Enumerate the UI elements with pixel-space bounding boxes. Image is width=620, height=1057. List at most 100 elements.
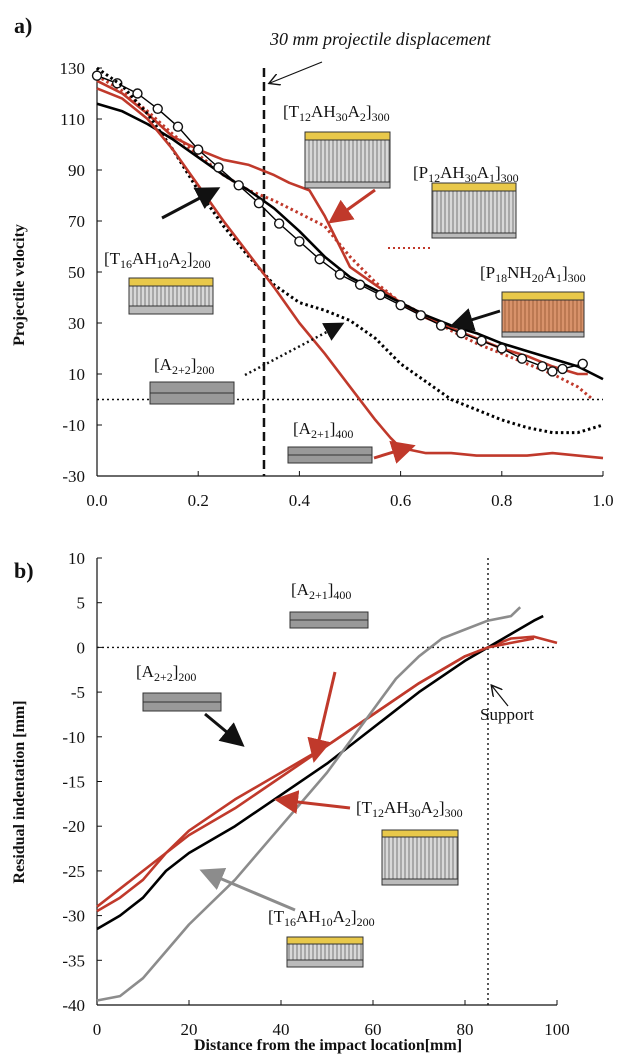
- series-point-a-3: [516, 353, 528, 364]
- label-a22-a: [A2+2]200: [154, 355, 214, 377]
- plot-area-a: 130 110 90 70 50 30 10 -10 -300.0 0.2 0.4 0.6 0.8 1.0: [60, 59, 614, 510]
- series-point-a-3: [152, 103, 163, 115]
- x-tick-label-a: 0.8: [491, 491, 512, 510]
- y-axis-title-a: Projectile velocity: [11, 224, 28, 346]
- y-tick-label-b: -10: [62, 728, 85, 747]
- schematic-p12-a: [431, 182, 517, 239]
- series-point-a-3: [375, 289, 386, 301]
- series-line-a-0: [96, 79, 588, 376]
- label-t12-a: [T12AH30A2]300: [283, 102, 390, 124]
- series-line-a-1: [96, 74, 594, 401]
- series-point-a-3: [213, 162, 224, 173]
- series-point-a-3: [132, 88, 143, 99]
- label-p18-a: [P18NH20A1]300: [480, 263, 586, 285]
- arrow-t16-b: [199, 867, 296, 912]
- series-point-a-3: [547, 366, 558, 377]
- series-line-b-3: [96, 606, 522, 1002]
- series-point-a-3: [253, 197, 265, 209]
- arrow-a22-a: [244, 322, 345, 377]
- x-tick-label-b: 100: [544, 1020, 570, 1039]
- label-p12-a: [P12AH30A1]300: [413, 163, 519, 185]
- schematic-t12-a: [304, 131, 391, 189]
- schematic-a22-a: [149, 381, 235, 405]
- arrow-t16-a: [161, 187, 221, 220]
- vline-annotation-a: 30 mm projectile displacement: [269, 29, 492, 49]
- y-tick-label-b: -5: [71, 683, 85, 702]
- x-tick-label-a: 0.2: [188, 491, 209, 510]
- y-tick-label-a: -10: [62, 416, 85, 435]
- x-tick-label-a: 1.0: [592, 491, 613, 510]
- series-point-a-3: [395, 299, 406, 311]
- vline-annotation-arrow-a: [270, 61, 323, 83]
- series-point-a-3: [537, 361, 548, 372]
- x-tick-label-a: 0.0: [86, 491, 107, 510]
- series-point-a-3: [496, 343, 507, 354]
- panel-a: 130 110 90 70 50 30 10 -10 -300.0 0.2 0.4 0.6 0.8 1.0…: [11, 13, 614, 510]
- x-tick-label-b: 0: [93, 1020, 102, 1039]
- series-point-a-3: [334, 269, 346, 280]
- x-tick-label-a: 0.4: [289, 491, 311, 510]
- series-point-a-3: [435, 320, 447, 331]
- arrow-a21-b: [307, 671, 337, 763]
- arrow-t12-a: [328, 188, 376, 224]
- series-line-a-5: [96, 87, 604, 460]
- series-point-a-3: [354, 279, 366, 290]
- panel-b-label: b): [14, 558, 34, 583]
- schematic-t16-b: [286, 936, 364, 968]
- y-tick-label-b: 5: [77, 594, 86, 613]
- plot-area-b: 10 5 0 -5 -10 -15 -20 -25 -30 -35 -40 0 20 40 60 80 100: [62, 549, 569, 1039]
- arrow-a22-b: [204, 712, 245, 747]
- y-tick-label-a: 110: [60, 110, 85, 129]
- label-t16-a: [T16AH10A2]200: [104, 249, 211, 271]
- y-tick-label-b: -35: [62, 951, 85, 970]
- y-tick-label-b: 0: [77, 638, 86, 657]
- y-tick-label-b: -20: [62, 817, 85, 836]
- schematic-a22-b: [142, 692, 222, 712]
- schematic-p18-a: [501, 291, 585, 338]
- y-axis-title-b: Residual indentation [mm]: [11, 700, 28, 883]
- label-a21-b: [A2+1]400: [291, 580, 351, 602]
- series-point-a-3: [192, 144, 204, 155]
- schematic-a21-b: [289, 611, 369, 629]
- x-tick-label-a: 0.6: [390, 491, 411, 510]
- label-a22-b: [A2+2]200: [136, 662, 196, 684]
- y-tick-label-a: 10: [68, 365, 85, 384]
- panel-a-label: a): [14, 13, 32, 38]
- arrow-t12-b: [274, 790, 351, 814]
- x-tick-label-b: 40: [273, 1020, 290, 1039]
- y-tick-label-a: 70: [68, 212, 85, 231]
- label-t16-b: [T16AH10A2]200: [268, 907, 375, 929]
- label-a21-a: [A2+1]400: [293, 419, 353, 441]
- y-tick-label-a: 50: [68, 263, 85, 282]
- schematic-t12-b: [381, 829, 459, 886]
- series-point-a-3: [314, 254, 325, 265]
- series-line-b-1: [96, 614, 544, 931]
- x-axis-title-b: Distance from the impact location[mm]: [194, 1037, 462, 1054]
- y-tick-label-b: -40: [62, 996, 85, 1015]
- series-line-a-2: [96, 102, 604, 381]
- series-point-a-3: [91, 70, 103, 81]
- y-tick-label-a: 130: [60, 59, 86, 78]
- series-line-b-2: [96, 637, 535, 908]
- y-tick-label-a: 90: [68, 161, 85, 180]
- y-tick-label-b: -25: [62, 862, 85, 881]
- series-point-a-3: [273, 218, 285, 229]
- y-tick-label-b: -15: [62, 773, 85, 792]
- y-tick-label-a: 30: [68, 314, 85, 333]
- schematic-t16-a: [128, 277, 214, 315]
- arrow-a21-a: [373, 440, 416, 464]
- x-tick-label-b: 60: [365, 1020, 382, 1039]
- series-point-a-3: [577, 358, 588, 369]
- x-tick-label-b: 20: [181, 1020, 198, 1039]
- y-tick-label-a: -30: [62, 467, 85, 486]
- label-support-b: Support: [480, 705, 534, 724]
- series-point-a-3: [415, 310, 427, 321]
- y-tick-label-b: 10: [68, 549, 85, 568]
- series-point-a-3: [456, 328, 467, 339]
- arrow-p18-a: [449, 308, 501, 332]
- series-point-a-3: [233, 180, 244, 191]
- schematic-a21-a: [287, 446, 373, 464]
- series-point-a-3: [294, 236, 305, 247]
